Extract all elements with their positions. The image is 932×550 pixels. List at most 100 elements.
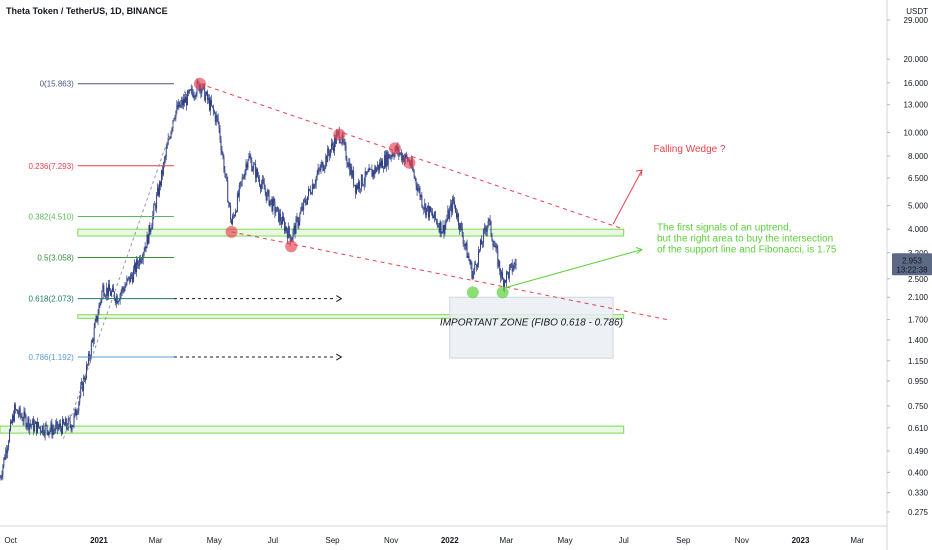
support-zones [0,228,625,434]
candle-body [457,213,459,226]
candle-body [151,225,153,230]
time-axis[interactable]: Oct 2021 Mar May Jul Sep Nov 2022 Mar May Jul Sep No… [0,525,887,545]
candle-body [144,246,146,252]
candle-body [469,260,471,265]
price-tick-label: 20.000 [904,55,929,64]
candle-body [36,421,37,433]
resistance-line [199,83,624,230]
candle-body [509,264,511,268]
candle-body [243,178,245,179]
candle-body [345,145,347,160]
candle-body [438,226,440,233]
candle-body [103,285,105,296]
candle-body [225,173,227,175]
candle-body [284,220,285,232]
candle-body [0,477,2,478]
candle-body [439,221,441,233]
support-zone-0 [77,228,625,237]
candle-body [252,169,254,172]
candle-body [21,416,23,421]
candle-body [210,99,212,106]
candle-body [219,128,221,141]
candle-body [302,206,304,211]
candle-body [258,176,259,179]
candle-body [386,152,388,166]
candle-body [363,182,365,186]
candle-body [466,242,468,258]
candle-body [416,185,418,191]
signal-text-line: The first signals of an uptrend, [657,223,792,234]
fibonacci-levels: 0(15.863) 0.236(7.293) 0.382(4.510) 0.5(3.0… [28,80,343,439]
candle-body [281,221,283,225]
candle-body [239,182,241,186]
candle-body [379,162,381,170]
candle-body [282,216,283,225]
candle-body [417,188,419,191]
fib-label-2: 0.382(4.510) [28,213,74,222]
candle-body [388,154,390,159]
candle-body [307,196,308,205]
candle-body [418,188,420,189]
candle-body [332,143,333,146]
candle-body [323,169,325,171]
candle-body [484,227,486,231]
candle-body [367,171,369,173]
candle-body [289,234,291,242]
candle-body [249,155,251,158]
time-tick-label: 2022 [441,536,459,545]
candle-body [80,386,82,397]
candle-body [333,145,334,152]
candle-body [487,221,489,226]
candle-body [344,142,346,146]
candle-body [16,409,18,414]
candle-body [176,104,178,111]
candle-body [57,421,59,430]
candle-body [373,170,375,175]
candle-body [459,223,461,231]
candle-body [222,152,224,157]
candle-body [340,142,342,144]
candle-body [132,276,134,283]
candle-body [185,97,186,103]
price-axis[interactable]: 29.000 20.000 16.000 13.000 10.000 8.000 6.500… [886,0,932,550]
candle-body [267,190,269,192]
candle-body [63,423,65,426]
candle-body [440,221,442,234]
candle-body [174,118,176,119]
candle-body [226,174,228,181]
candle-body [56,421,58,425]
candle-body [399,153,401,155]
candle-body [501,272,503,278]
candle-body [236,193,238,212]
candle-body [405,154,406,159]
candle-body [71,426,73,430]
time-tick-label: Sep [676,536,691,545]
candle-body [360,174,362,189]
candle-body [104,295,106,297]
candle-body [306,202,308,205]
candle-body [390,156,392,157]
candle-body [431,212,433,217]
candle-body [165,148,167,157]
time-tick-label: Mar [850,536,864,545]
candle-body [59,423,61,428]
candle-body [134,263,135,270]
candle-body [254,164,256,165]
time-tick-label: Oct [4,536,17,545]
candle-body [35,421,37,424]
candle-body [212,106,214,112]
candle-body [169,138,171,139]
candle-body [496,246,498,250]
candle-body [477,264,479,268]
candle-body [298,221,300,226]
candle-body [147,235,149,244]
candle-body [266,191,268,201]
candle-body [229,202,231,206]
candle-body [15,409,17,411]
candle-body [185,97,187,106]
candle-body [261,179,263,185]
candle-body [160,182,161,186]
candle-body [31,424,33,425]
candle-body [319,169,321,171]
